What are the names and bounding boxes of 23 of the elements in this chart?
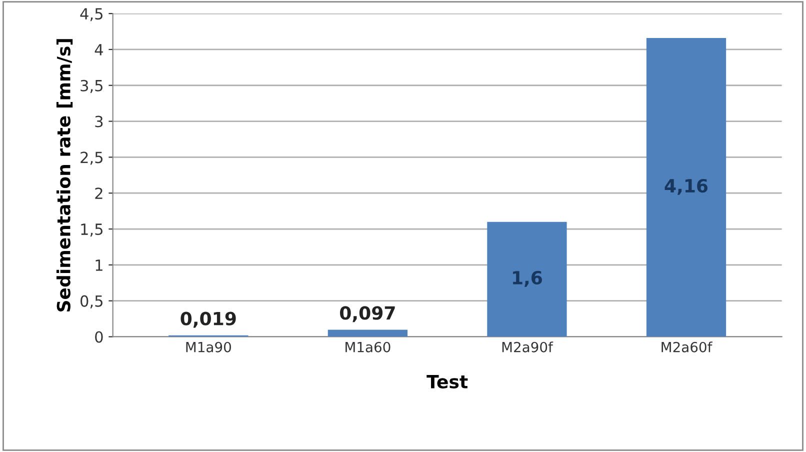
data-label: 1,6 [513, 270, 542, 287]
x-tick-label: M2a90f [502, 342, 554, 352]
bar [328, 330, 408, 337]
data-label: 4,16 [664, 178, 708, 195]
x-axis-title: Test [426, 375, 468, 388]
bar [487, 222, 567, 337]
y-tick-label: 3,5 [80, 80, 102, 93]
data-label: 0,097 [340, 306, 395, 322]
x-tick-label: M1a60 [346, 342, 390, 352]
x-tick-label: M2a60f [662, 342, 712, 352]
y-tick-label: 0,5 [80, 295, 102, 308]
y-tick-label: 1,5 [81, 224, 102, 237]
bar [646, 38, 726, 337]
y-tick-label: 1 [96, 260, 102, 271]
y-tick-label: 2 [95, 188, 102, 199]
y-tick-label: 0 [95, 331, 103, 343]
y-axis-title: Sedimentation rate [mm/s] [56, 39, 73, 312]
y-tick-label: 2,5 [80, 152, 102, 165]
y-tick-label: 4,5 [80, 8, 102, 22]
x-tick-label: M1a90 [186, 342, 231, 352]
data-label: 0,019 [180, 312, 236, 328]
y-tick-label: 4 [94, 44, 103, 56]
y-tick-label: 3 [95, 116, 103, 128]
